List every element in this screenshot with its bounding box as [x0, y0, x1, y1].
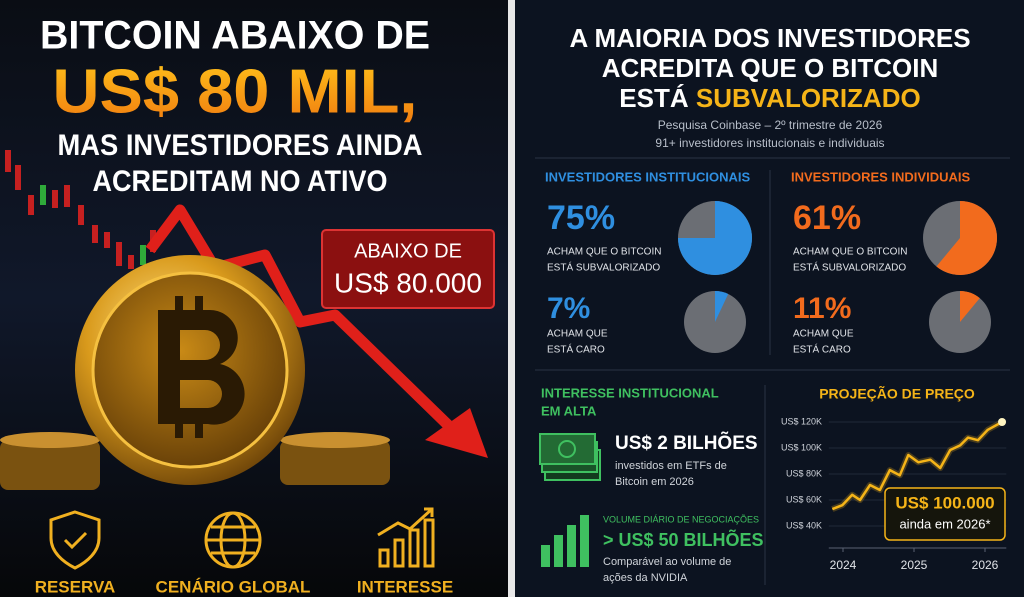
- title: ESTÁ SUBVALORIZADO: [619, 83, 920, 113]
- stat-text: ACHAM QUE: [547, 329, 608, 340]
- x-tick-label: 2026: [972, 558, 999, 572]
- y-tick-label: US$ 40K: [786, 520, 822, 530]
- pie-slice: [960, 291, 980, 322]
- stat-text: ESTÁ CARO: [547, 343, 605, 356]
- headline: BITCOIN ABAIXO DE: [40, 14, 430, 58]
- y-tick-label: US$ 100K: [781, 442, 822, 452]
- headline: ACREDITAM NO ATIVO: [93, 165, 388, 198]
- section-heading: EM ALTA: [541, 403, 597, 418]
- volume-text: Comparável ao volume de: [603, 556, 731, 568]
- stat-value: 61%: [793, 199, 861, 237]
- stat-text: ACHAM QUE O BITCOIN: [793, 247, 907, 258]
- section-heading: INTERESSE INSTITUCIONAL: [541, 385, 719, 400]
- icon-label: INTERESSE: [357, 577, 453, 596]
- annotation: US$ 100.000: [895, 493, 994, 512]
- pie-slice: [715, 291, 729, 322]
- title-part: ESTÁ: [619, 83, 696, 113]
- annotation-box: [884, 487, 1006, 541]
- stat-value: 11%: [793, 292, 851, 325]
- money-icon: [539, 433, 601, 481]
- candles: [5, 150, 156, 269]
- x-tick-label: 2025: [901, 558, 928, 572]
- headline: US$ 80 MIL,: [53, 57, 418, 126]
- y-tick-label: US$ 80K: [786, 468, 822, 478]
- subtitle: Pesquisa Coinbase – 2º trimestre de 2026: [658, 118, 883, 132]
- badge: [321, 229, 495, 309]
- divider: [508, 0, 515, 597]
- separators: [535, 157, 1010, 585]
- end-point: [998, 418, 1007, 426]
- stat-text: ACHAM QUE O BITCOIN: [547, 247, 661, 258]
- title: A MAIORIA DOS INVESTIDORES: [569, 23, 970, 53]
- etf-value: US$ 2 BILHÕES: [615, 432, 758, 454]
- bitcoin-coin: [75, 255, 305, 485]
- badge-text: ABAIXO DE: [354, 240, 462, 262]
- y-tick-label: US$ 120K: [781, 416, 822, 426]
- bars-icon: [541, 515, 589, 567]
- group-heading: INVESTIDORES INDIVIDUAIS: [791, 169, 970, 184]
- headline: MAS INVESTIDORES AINDA: [58, 129, 423, 162]
- stat-text: ESTÁ CARO: [793, 343, 851, 356]
- badge-text: US$ 80.000: [334, 267, 482, 298]
- chart-title: PROJEÇÃO DE PREÇO: [819, 385, 975, 402]
- subtitle: 91+ investidores institucionais e indivi…: [655, 136, 884, 150]
- price-line: [831, 420, 1003, 511]
- pie-slice: [678, 201, 752, 275]
- coin-stacks: [0, 432, 390, 490]
- title-highlight: SUBVALORIZADO: [696, 83, 921, 113]
- volume-text: ações da NVIDIA: [603, 572, 688, 584]
- y-tick-label: US$ 60K: [786, 494, 822, 504]
- icons: [49, 507, 435, 570]
- stat-value: 7%: [547, 292, 590, 325]
- stat-text: ACHAM QUE: [793, 329, 854, 340]
- etf-text: Bitcoin em 2026: [615, 476, 694, 488]
- icon-label: RESERVA: [35, 577, 116, 596]
- x-tick-label: 2024: [830, 558, 857, 572]
- pie-slice: [936, 201, 997, 275]
- volume-label: VOLUME DIÁRIO DE NEGOCIAÇÕES: [603, 514, 759, 524]
- stat-value: 75%: [547, 199, 615, 237]
- stat-text: ESTÁ SUBVALORIZADO: [547, 261, 660, 274]
- group-heading: INVESTIDORES INSTITUCIONAIS: [545, 169, 750, 184]
- annotation: ainda em 2026*: [899, 516, 990, 531]
- red-arrow: [145, 204, 488, 458]
- icon-label: CENÁRIO GLOBAL: [156, 577, 311, 596]
- volume-value: > US$ 50 BILHÕES: [603, 529, 764, 550]
- stat-text: ESTÁ SUBVALORIZADO: [793, 261, 906, 274]
- title: ACREDITA QUE O BITCOIN: [602, 53, 939, 83]
- etf-text: investidos em ETFs de: [615, 460, 727, 472]
